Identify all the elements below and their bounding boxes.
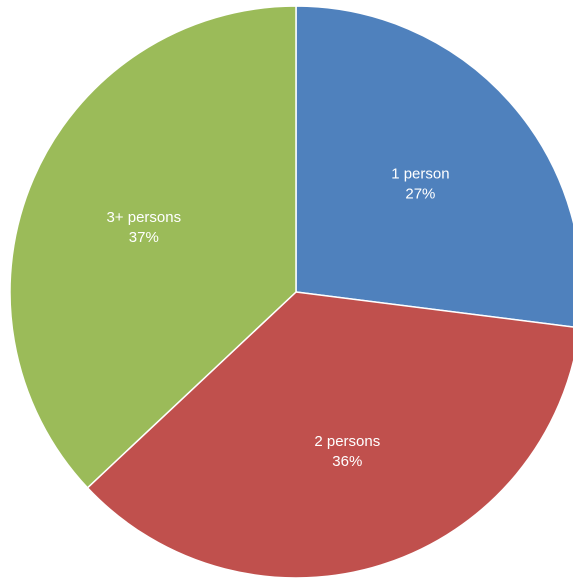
pie-slice-3-value-label: 37%: [129, 229, 159, 246]
pie-slice-1-label: 1 person: [391, 165, 449, 182]
pie-slice-3: [9, 5, 297, 489]
pie-slice-2-label: 2 persons: [314, 433, 380, 450]
pie-slice-3-label: 3+ persons: [106, 209, 181, 226]
pie-labels: 1 person 27% 2 persons 36% 3+ persons 37%: [106, 165, 449, 470]
pie-slices: [9, 5, 573, 578]
pie-slice-2-value-label: 36%: [332, 453, 362, 470]
pie-slice-2: [86, 291, 573, 578]
pie-slice-1: [295, 5, 573, 328]
pie-slice-1-value-label: 27%: [405, 185, 435, 202]
